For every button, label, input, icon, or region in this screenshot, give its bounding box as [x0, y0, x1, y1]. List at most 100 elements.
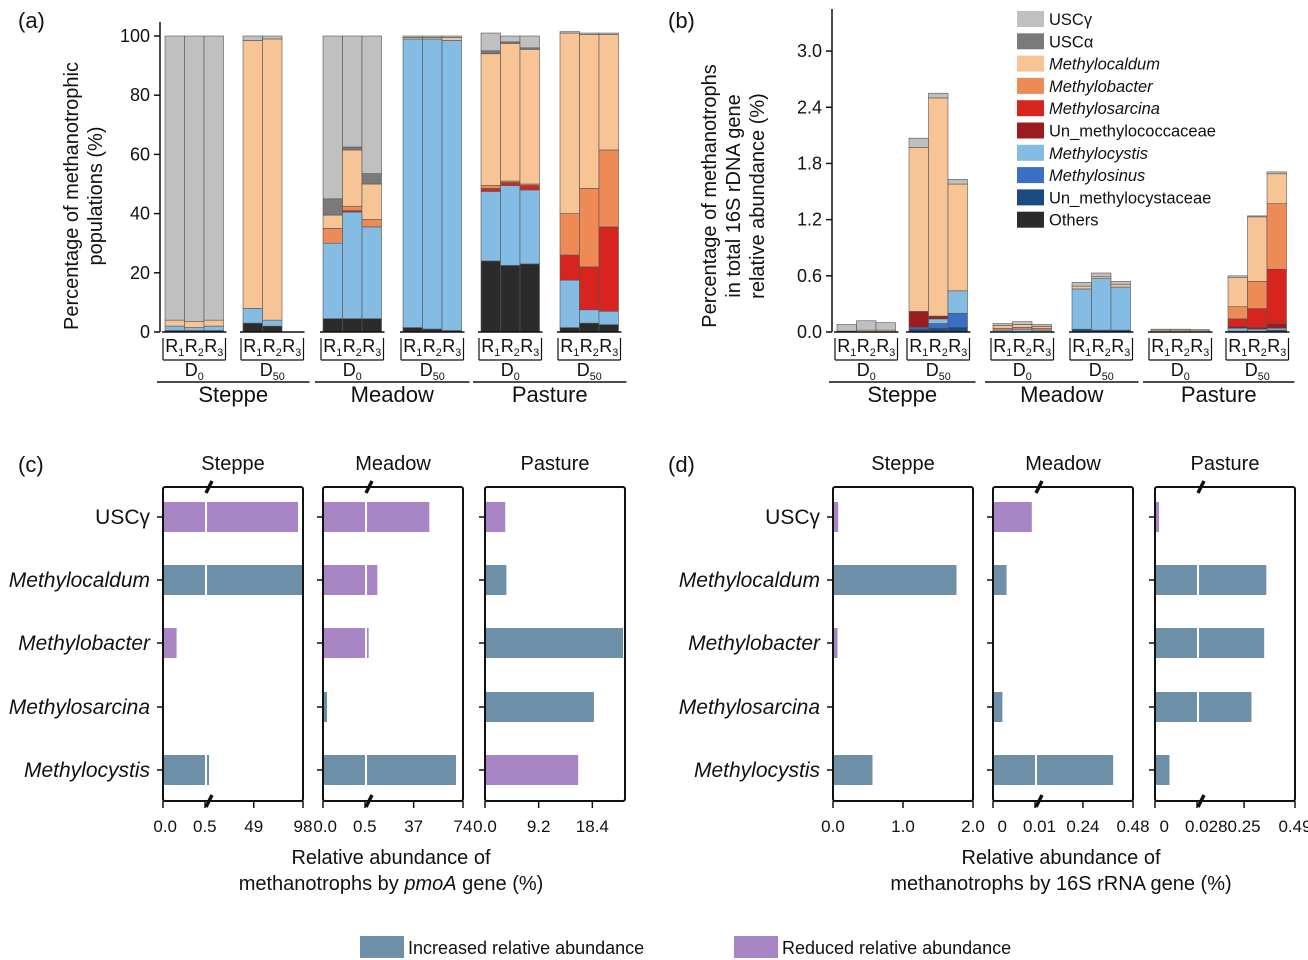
bar-segment-usca: [322, 198, 343, 216]
replicate-label: R1: [1151, 336, 1170, 359]
treatment-label: D0: [857, 360, 876, 383]
bar-segment-methylocystis: [184, 327, 205, 331]
bar-increased: [486, 565, 507, 595]
bar-segment-uscg: [1266, 171, 1287, 175]
bar-reduced: [834, 628, 838, 658]
replicate-label: R1: [323, 336, 342, 359]
bar-increased: [1156, 565, 1267, 595]
replicate-label: R1: [909, 336, 928, 359]
replicate-label: R2: [185, 336, 204, 359]
y-tick-label: 20: [130, 263, 150, 283]
category-label: Methylobacter: [688, 632, 821, 655]
bar-segment-methylocaldum: [928, 97, 949, 317]
bar-segment-methylocaldum: [1110, 283, 1131, 288]
legend-label-increased: Increased relative abundance: [408, 938, 644, 958]
legend-label: Methylosinus: [1049, 167, 1145, 185]
bar-segment-others: [262, 325, 283, 333]
y-tick-label: 2.4: [797, 97, 822, 117]
bar-segment-uscg: [1170, 328, 1191, 331]
treatment-label: D50: [420, 360, 445, 383]
bar-segment-uscg: [1031, 324, 1052, 327]
replicate-label: R3: [442, 336, 461, 359]
treatment-label: D50: [577, 360, 602, 383]
replicate-label: R2: [929, 336, 948, 359]
bar-segment-methylosinus: [928, 323, 949, 329]
bar-segment-others: [242, 322, 263, 333]
x-axis-label: Relative abundance of: [291, 847, 490, 869]
category-label: Methylosarcina: [9, 696, 150, 719]
bar-segment-methylocystis: [322, 242, 343, 319]
bar-segment-others: [519, 263, 540, 333]
facet-frame: [162, 486, 304, 802]
category-label: Methylocaldum: [9, 569, 150, 592]
x-tick-label: 0.25: [1228, 817, 1261, 836]
bar-segment-methylocystis: [342, 211, 363, 319]
x-tick-label: 0.0: [821, 817, 845, 836]
bar-segment-uscg: [875, 322, 896, 331]
bar-reduced: [486, 755, 579, 785]
x-tick-label: 0: [998, 817, 1007, 836]
legend-taxa: USCγ USCα Methylocaldum Methylobacter Methyl…: [1017, 11, 1216, 230]
bar-segment-methylobacter: [342, 205, 363, 211]
replicate-label: R2: [1092, 336, 1111, 359]
bar-increased: [1156, 755, 1170, 785]
bar-segment-methylocystis: [203, 325, 224, 331]
bar-segment-methylobacter: [559, 213, 580, 256]
treatment-label: D0: [343, 360, 362, 383]
legend-label: Others: [1049, 212, 1099, 230]
bar-segment-methylocystis: [947, 290, 968, 314]
site-label: Pasture: [1181, 382, 1257, 407]
replicate-label: R2: [580, 336, 599, 359]
bar-segment-uscg: [579, 32, 600, 35]
replicate-label: R3: [1267, 336, 1286, 359]
legend-label: Un_methylococcaceae: [1049, 123, 1216, 141]
site-label: Meadow: [351, 382, 434, 407]
bar-reduced: [324, 502, 430, 532]
legend-direction: Increased relative abundance Reduced rela…: [360, 936, 1011, 958]
y-tick-label: 3.0: [797, 41, 822, 61]
site-label: Meadow: [1020, 382, 1103, 407]
facet-chart-c: USCγ Methylocaldum Methylobacter Methylosar…: [9, 453, 626, 895]
bar-increased: [164, 565, 304, 595]
bar-segment-uscg: [992, 323, 1013, 326]
bar-segment-methylobacter: [480, 185, 501, 189]
bar-segment-uscg: [402, 35, 423, 38]
bar-segment-methylocystis: [598, 310, 619, 325]
bar-segment-uscg: [1227, 275, 1248, 278]
site-label: Steppe: [198, 382, 268, 407]
x-tick-label: 9.2: [527, 817, 551, 836]
replicate-label: R2: [1171, 336, 1190, 359]
y-axis-label: relative abundance (%): [747, 93, 769, 299]
x-tick-label: 0.028: [1185, 817, 1228, 836]
bar-segment-methylocystis: [1227, 327, 1248, 332]
bar-segment-methylocystis: [1091, 278, 1112, 331]
x-tick-label: 0.5: [193, 817, 217, 836]
bar-segment-methylosarcina: [579, 266, 600, 311]
axis-break-mark: [364, 480, 374, 494]
bar-segment-methylobacter: [1266, 203, 1287, 270]
bar-segment-methylocystis: [441, 40, 462, 331]
bar-segment-methylocaldum: [322, 214, 343, 229]
facet-title: Steppe: [201, 453, 264, 475]
bar-segment-uscg: [422, 35, 443, 38]
bar-segment-methylobacter: [322, 228, 343, 244]
y-tick-label: 0: [140, 322, 150, 342]
bar-segment-usca: [342, 146, 363, 151]
legend-swatch-methylocaldum: [1017, 55, 1044, 72]
replicate-label: R2: [501, 336, 520, 359]
x-axis-label: methanotrophs by 16S rRNA gene (%): [890, 873, 1231, 895]
bar-segment-methylocaldum: [992, 325, 1013, 329]
bar-increased: [994, 755, 1114, 785]
legend-label: Methylocaldum: [1049, 56, 1160, 74]
x-tick-label: 74: [454, 817, 473, 836]
replicate-label: R1: [560, 336, 579, 359]
bar-segment-methylocaldum: [184, 321, 205, 328]
category-label: Methylocystis: [694, 759, 821, 782]
bar-segment-uscg: [856, 320, 877, 331]
x-tick-label: 0.24: [1066, 817, 1099, 836]
bar-segment-uscg: [203, 35, 224, 321]
bar-segment-uscg: [242, 35, 263, 41]
replicate-label: R3: [520, 336, 539, 359]
facet-meadow: Meadow 0.0 0.5 37 74: [313, 453, 472, 836]
legend-swatch-others: [1017, 211, 1044, 228]
